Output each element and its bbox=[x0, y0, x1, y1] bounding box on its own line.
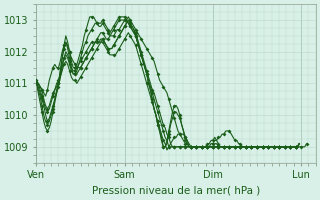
X-axis label: Pression niveau de la mer( hPa ): Pression niveau de la mer( hPa ) bbox=[92, 186, 260, 196]
